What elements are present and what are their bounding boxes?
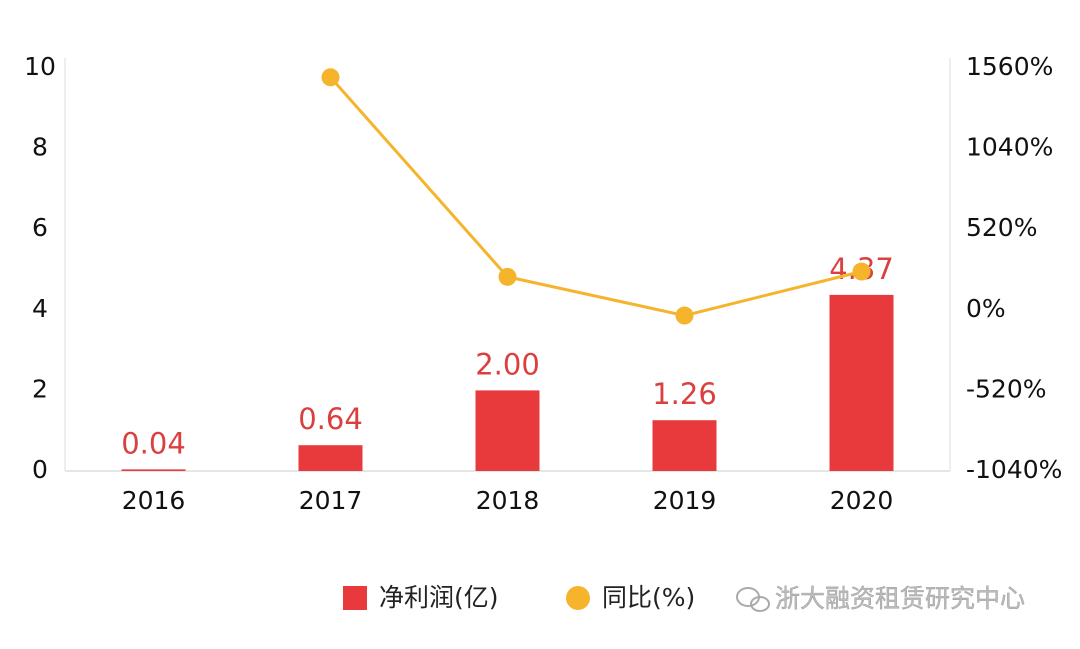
y-tick-label: 4 [32,294,48,323]
line-point [498,267,517,286]
bar [475,390,540,471]
legend-swatch [566,586,590,610]
bar [829,294,894,471]
bar [652,420,717,471]
y2-tick-label: -520% [966,374,1047,403]
line-point [675,306,694,325]
x-tick-label: 2019 [653,486,717,515]
value-label: 1.26 [652,377,717,411]
y2-tick-label: -1040% [966,455,1062,484]
y2-tick-label: 520% [966,213,1037,242]
value-label: 0.64 [298,402,363,436]
bar [298,445,363,471]
y2-tick-label: 1040% [966,133,1053,162]
line-point [321,68,340,87]
bar [121,469,186,471]
legend-label: 净利润(亿) [379,583,499,612]
x-tick-label: 2020 [830,486,894,515]
legend-swatch [343,586,367,610]
y2-tick-label: 1560% [966,52,1053,81]
x-tick-label: 2016 [122,486,186,515]
y2-tick-label: 0% [966,294,1006,323]
y-tick-label: 0 [32,455,48,484]
x-tick-label: 2018 [476,486,540,515]
y-tick-label: 6 [32,213,48,242]
line [329,76,862,318]
legend-label: 同比(%) [602,583,695,612]
y-tick-label: 10 [24,52,56,81]
x-tick-label: 2017 [299,486,363,515]
value-label: 2.00 [475,347,540,381]
line-point [852,262,871,281]
y-tick-label: 8 [32,133,48,162]
y-tick-label: 2 [32,374,48,403]
value-label: 0.04 [121,426,186,460]
wechat-icon [736,587,770,612]
watermark: 浙大融资租赁研究中心 [775,584,1025,613]
